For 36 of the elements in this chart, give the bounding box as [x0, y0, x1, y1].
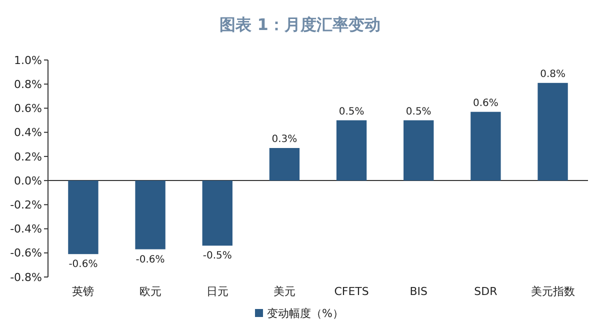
- bar: [336, 120, 367, 181]
- bar: [135, 180, 166, 250]
- y-tick-label: -0.2%: [10, 198, 42, 212]
- y-tick-label: 0.6%: [14, 102, 42, 116]
- x-tick-label: 欧元: [139, 285, 162, 298]
- y-tick-label: 0.0%: [14, 174, 42, 188]
- x-tick-label: CFETS: [334, 285, 369, 298]
- x-tick-label: SDR: [474, 285, 498, 298]
- data-label: -0.6%: [68, 259, 98, 270]
- x-tick-label: 美元: [273, 285, 296, 298]
- data-label: 0.3%: [272, 134, 298, 146]
- bar: [538, 82, 568, 181]
- chart-title: 图表 1：月度汇率变动: [220, 15, 380, 34]
- bar: [68, 180, 98, 254]
- bar: [404, 120, 434, 181]
- bar: [269, 148, 300, 181]
- bar: [202, 180, 232, 246]
- data-label: 0.5%: [338, 106, 364, 118]
- x-tick-label: 美元指数: [530, 285, 575, 298]
- data-label: -0.5%: [202, 250, 232, 262]
- y-tick-label: 0.8%: [14, 78, 42, 91]
- x-tick-label: 日元: [206, 285, 228, 298]
- bar: [470, 112, 501, 181]
- x-tick-label: 英镑: [72, 285, 94, 298]
- y-tick-label: 1.0%: [14, 54, 42, 67]
- legend-label: 变动幅度（%）: [267, 307, 344, 320]
- data-label: 0.5%: [406, 106, 432, 118]
- y-tick-label: 0.2%: [14, 150, 42, 164]
- y-tick-label: -0.8%: [10, 270, 42, 284]
- x-tick-label: BIS: [410, 285, 428, 298]
- data-label: -0.6%: [136, 254, 165, 266]
- data-label: 0.6%: [473, 98, 498, 109]
- y-tick-label: -0.6%: [10, 246, 42, 260]
- y-tick-label: -0.4%: [10, 222, 42, 236]
- data-label: 0.8%: [540, 68, 566, 80]
- y-tick-label: 0.4%: [14, 126, 42, 140]
